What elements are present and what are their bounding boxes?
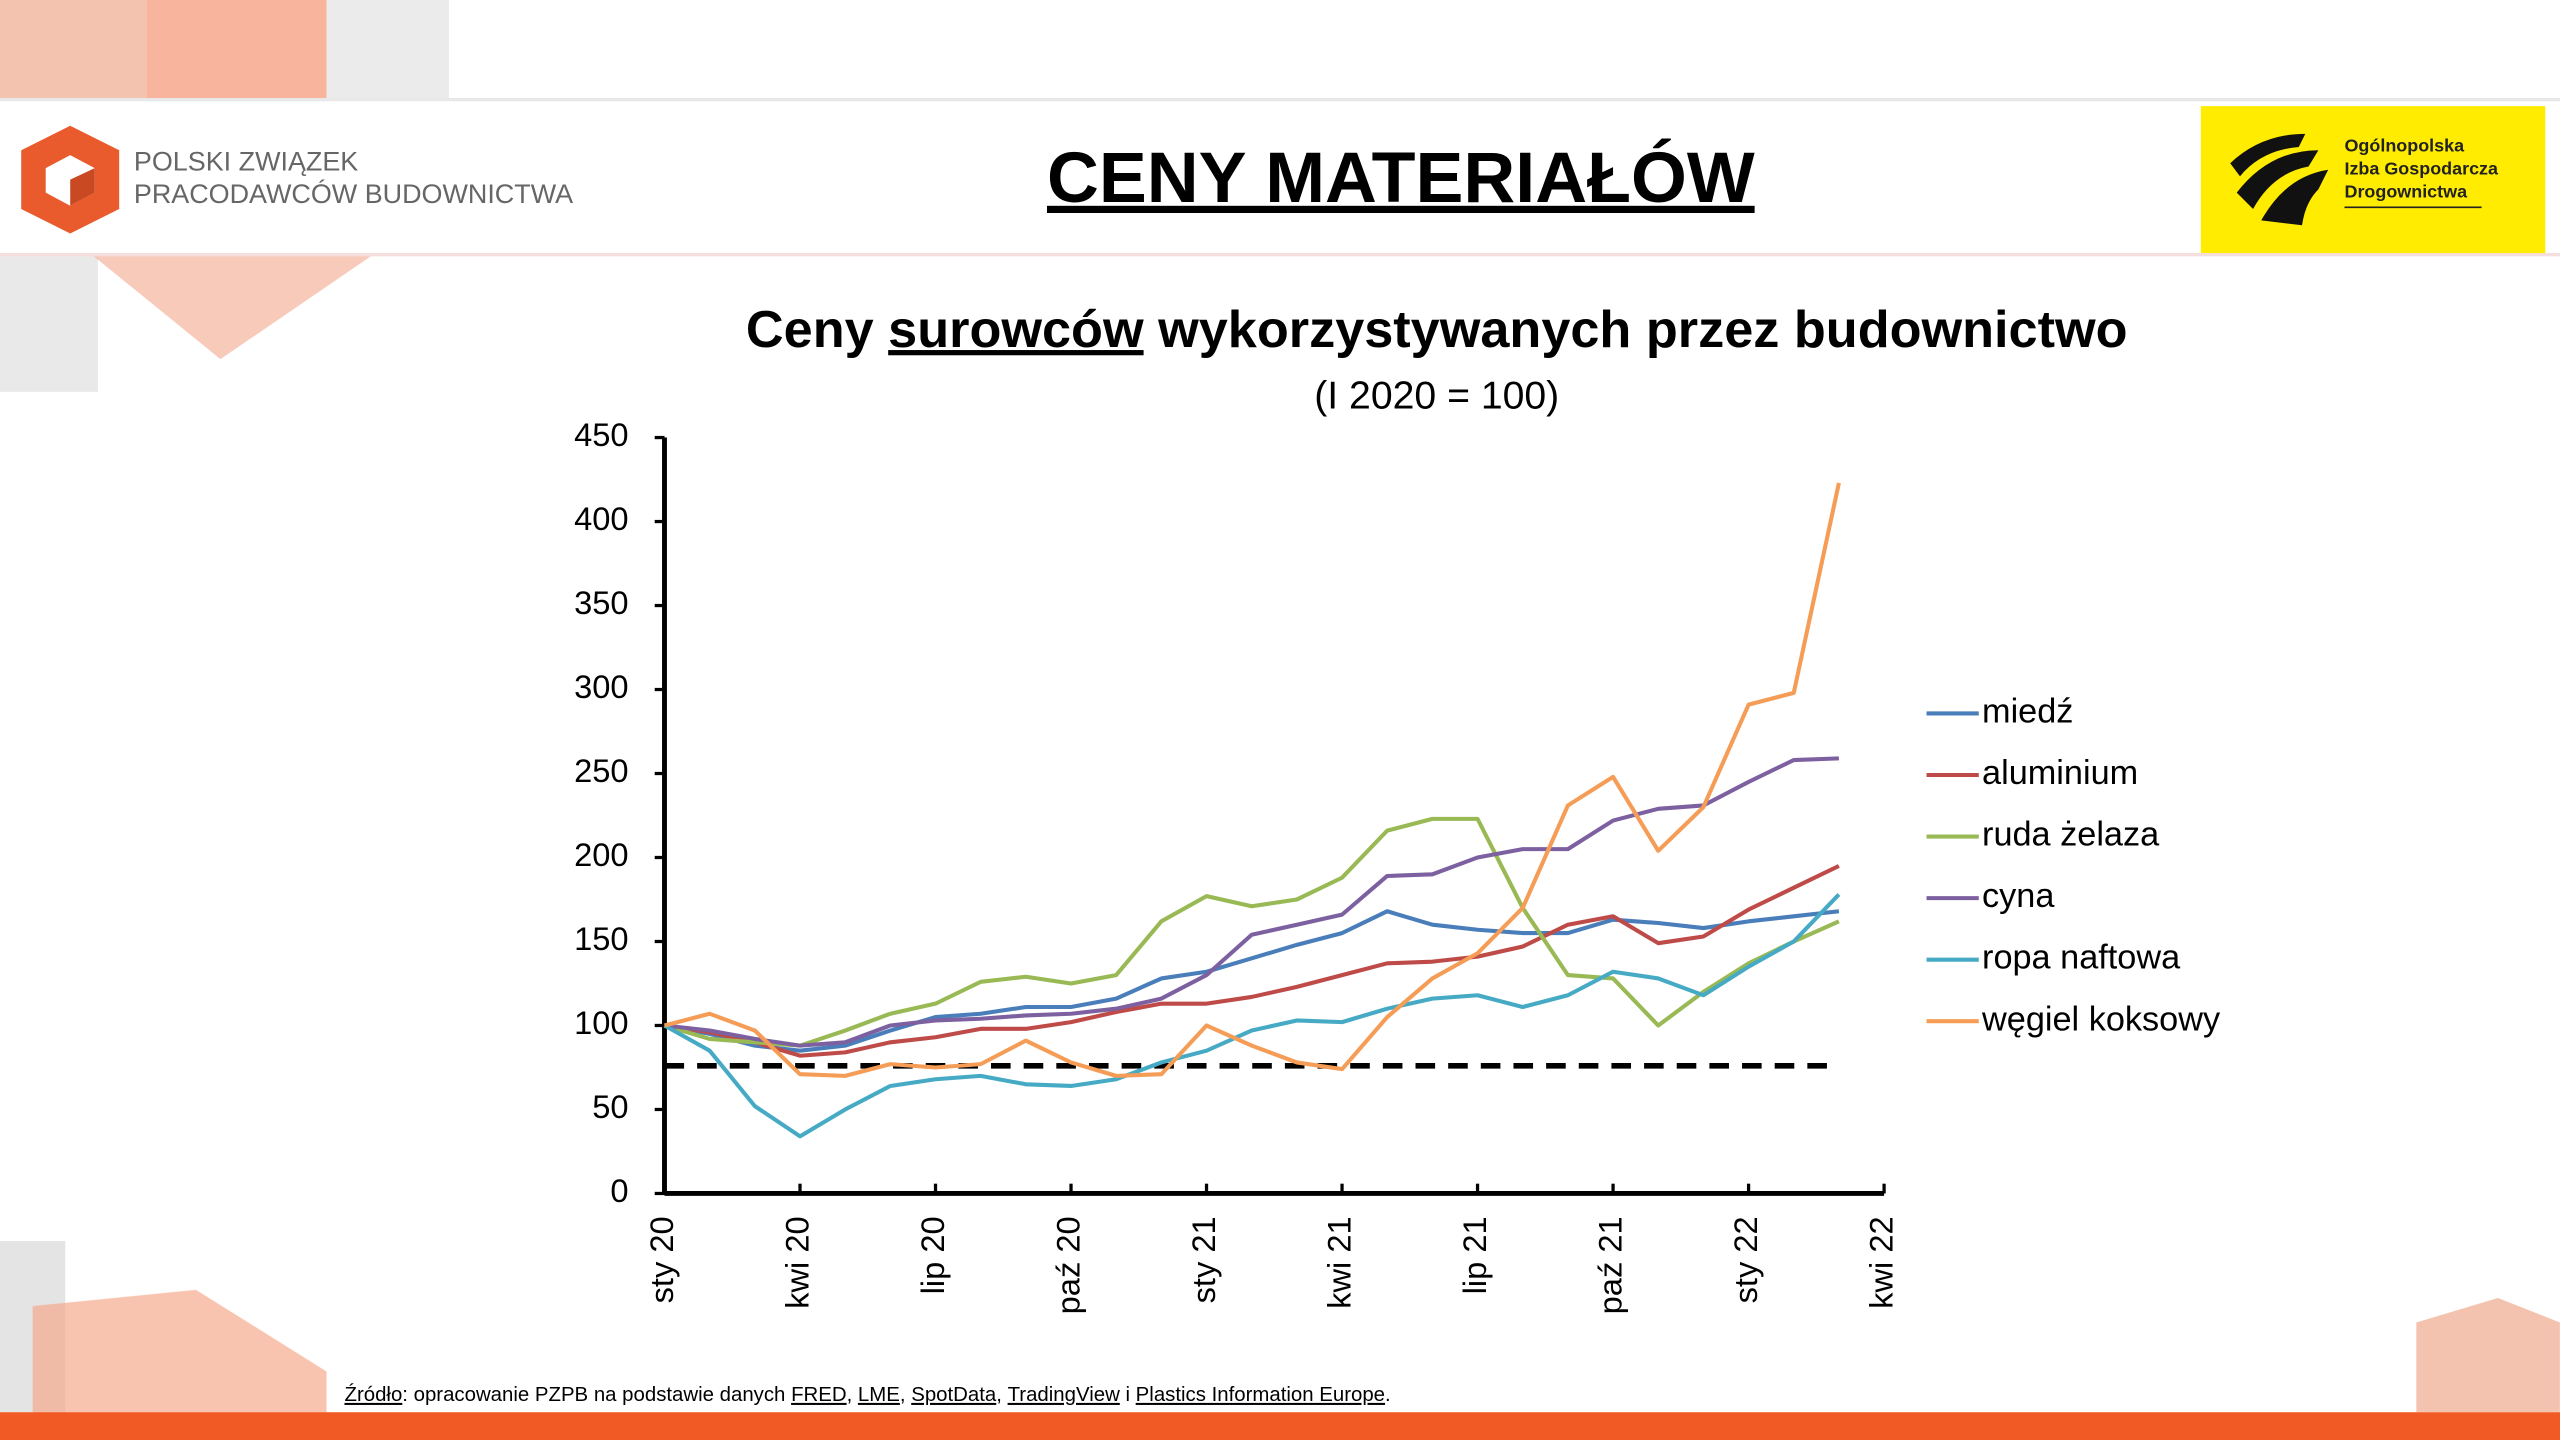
- x-tick-label: kwi 20: [779, 1216, 816, 1309]
- page-title: CENY MATERIAŁÓW: [1047, 137, 1755, 218]
- source-part: .: [1385, 1384, 1391, 1406]
- logo-text: PRACODAWCÓW BUDOWNICTWA: [134, 178, 573, 209]
- logo-text: Ogólnopolska: [2344, 136, 2465, 156]
- y-tick-label: 400: [574, 500, 628, 537]
- footer-bar: [0, 1412, 2560, 1440]
- logo-left: POLSKI ZWIĄZEK PRACODAWCÓW BUDOWNICTWA: [21, 125, 573, 234]
- source-part: Plastics Information Europe: [1136, 1384, 1385, 1406]
- source-part: i: [1120, 1384, 1136, 1406]
- x-tick-label: paź 21: [1592, 1216, 1629, 1314]
- x-tick-label: paź 20: [1050, 1216, 1087, 1314]
- y-tick-label: 200: [574, 836, 628, 873]
- y-tick-label: 300: [574, 668, 628, 705]
- x-tick-label: sty 21: [1185, 1216, 1222, 1303]
- y-tick-label: 150: [574, 920, 628, 957]
- legend-label: ruda żelaza: [1982, 816, 2160, 854]
- series-line: [663, 893, 1841, 1139]
- legend-label: węgiel koksowy: [1981, 1000, 2221, 1038]
- legend-label: aluminium: [1982, 754, 2138, 792]
- chart-subtitle: (I 2020 = 100): [1314, 375, 1559, 418]
- source-part: ,: [847, 1384, 858, 1406]
- source-part: ,: [996, 1384, 1007, 1406]
- logo-right: Ogólnopolska Izba Gospodarcza Drogownict…: [2200, 106, 2546, 254]
- source-part: TradingView: [1008, 1384, 1120, 1406]
- x-tick-label: lip 20: [914, 1216, 951, 1294]
- series-line: [664, 909, 1840, 1053]
- source-part: ,: [900, 1384, 911, 1406]
- y-tick-label: 0: [610, 1172, 628, 1209]
- legend-label: cyna: [1982, 877, 2055, 915]
- series-line: [663, 482, 1841, 1078]
- y-tick-label: 100: [574, 1004, 628, 1041]
- series-line: [664, 864, 1840, 1058]
- x-tick-label: sty 22: [1727, 1216, 1764, 1303]
- x-tick-label: kwi 22: [1863, 1216, 1900, 1309]
- source-part: : opracowanie PZPB na podstawie danych: [402, 1384, 791, 1406]
- legend-label: ropa naftowa: [1982, 939, 2181, 977]
- chart-title-part: Ceny: [746, 301, 874, 359]
- logo-text: POLSKI ZWIĄZEK: [134, 146, 358, 176]
- source-part: SpotData: [911, 1384, 997, 1406]
- chart-title: Ceny surowców wykorzystywanych przez bud…: [746, 301, 2128, 359]
- y-tick-label: 250: [574, 752, 628, 789]
- y-tick-label: 450: [574, 416, 628, 453]
- x-tick-label: lip 21: [1456, 1216, 1493, 1294]
- x-tick-label: sty 20: [643, 1216, 680, 1303]
- chart-title-part: surowców: [888, 301, 1144, 359]
- series-line: [664, 756, 1839, 1048]
- source-part: LME: [858, 1384, 900, 1406]
- source-part: Źródło: [344, 1383, 402, 1406]
- x-tick-label: kwi 21: [1321, 1216, 1358, 1309]
- y-tick-label: 50: [592, 1088, 628, 1125]
- logo-text: Drogownictwa: [2344, 181, 2468, 201]
- legend-label: miedź: [1982, 693, 2073, 731]
- series-line: [663, 816, 1840, 1048]
- y-tick-label: 350: [574, 584, 628, 621]
- logo-text: Izba Gospodarcza: [2344, 159, 2499, 179]
- chart-title-part: wykorzystywanych przez budownictwo: [1157, 301, 2127, 359]
- source-note: Źródło: opracowanie PZPB na podstawie da…: [344, 1383, 1390, 1406]
- source-part: FRED: [791, 1384, 847, 1406]
